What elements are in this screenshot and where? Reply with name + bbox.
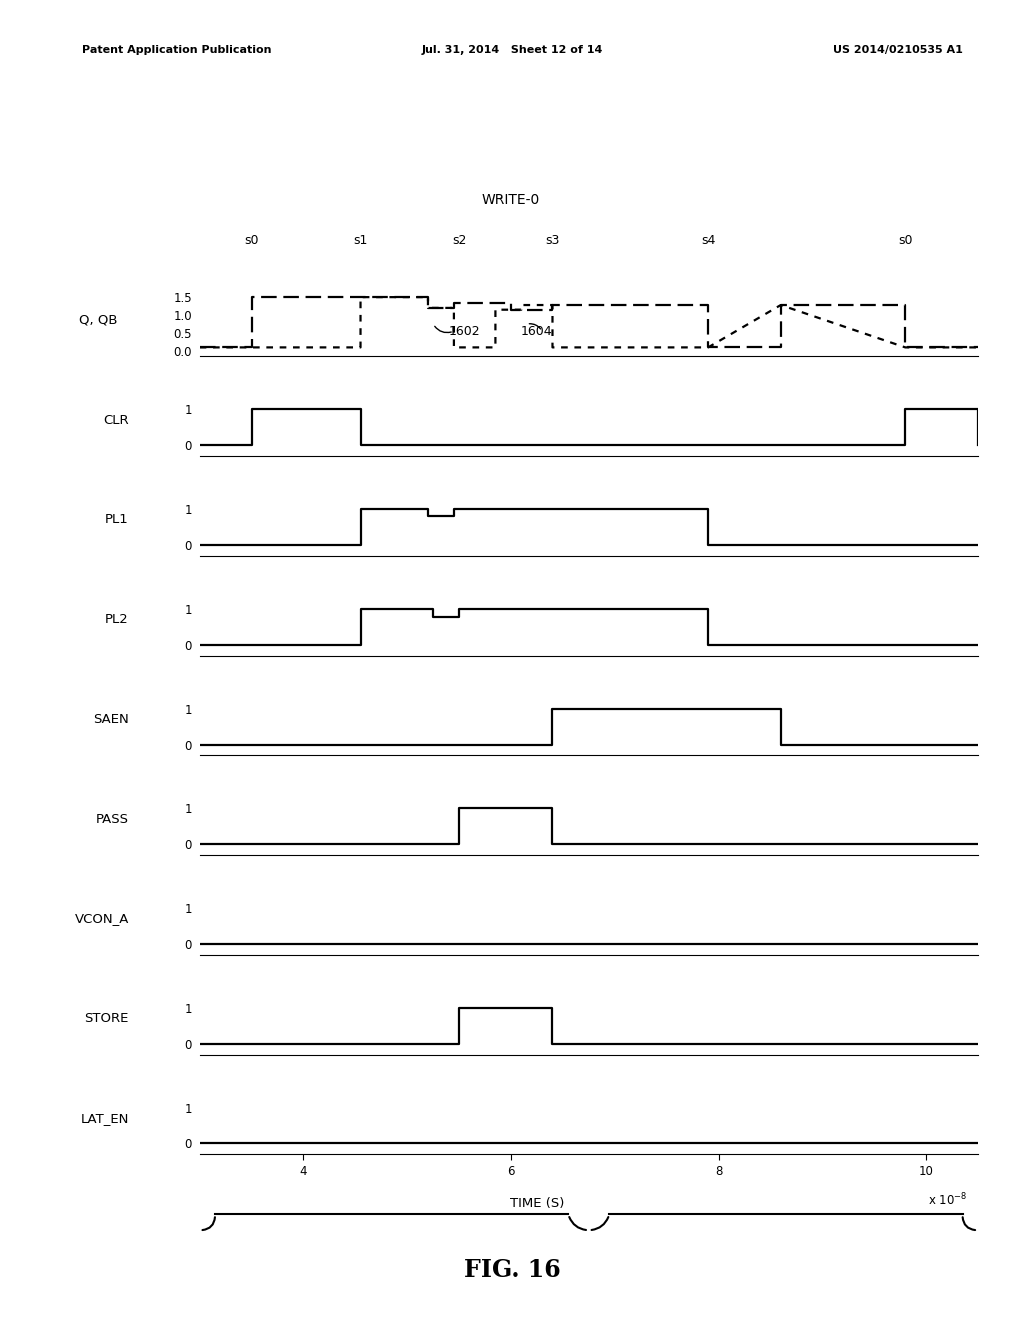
Text: s3: s3 bbox=[546, 234, 560, 247]
Y-axis label: CLR: CLR bbox=[103, 413, 129, 426]
Text: s1: s1 bbox=[353, 234, 368, 247]
Y-axis label: SAEN: SAEN bbox=[93, 713, 129, 726]
Text: US 2014/0210535 A1: US 2014/0210535 A1 bbox=[833, 45, 963, 55]
Text: FIG. 16: FIG. 16 bbox=[464, 1258, 560, 1282]
Text: s0: s0 bbox=[898, 234, 912, 247]
Y-axis label: Q, QB: Q, QB bbox=[80, 314, 118, 327]
Y-axis label: LAT_EN: LAT_EN bbox=[81, 1111, 129, 1125]
Text: 1602: 1602 bbox=[449, 326, 480, 338]
Text: WRITE-0: WRITE-0 bbox=[482, 193, 540, 207]
Text: x 10$^{-8}$: x 10$^{-8}$ bbox=[929, 1192, 968, 1209]
Text: Jul. 31, 2014   Sheet 12 of 14: Jul. 31, 2014 Sheet 12 of 14 bbox=[421, 45, 603, 55]
Y-axis label: PASS: PASS bbox=[96, 813, 129, 825]
Text: s2: s2 bbox=[452, 234, 466, 247]
Y-axis label: VCON_A: VCON_A bbox=[75, 912, 129, 925]
Text: s0: s0 bbox=[245, 234, 259, 247]
Text: s4: s4 bbox=[701, 234, 716, 247]
Text: 1604: 1604 bbox=[521, 326, 553, 338]
Y-axis label: PL2: PL2 bbox=[105, 614, 129, 626]
Text: TIME (S): TIME (S) bbox=[510, 1197, 565, 1210]
Y-axis label: PL1: PL1 bbox=[105, 513, 129, 527]
Text: Patent Application Publication: Patent Application Publication bbox=[82, 45, 271, 55]
Y-axis label: STORE: STORE bbox=[85, 1012, 129, 1026]
